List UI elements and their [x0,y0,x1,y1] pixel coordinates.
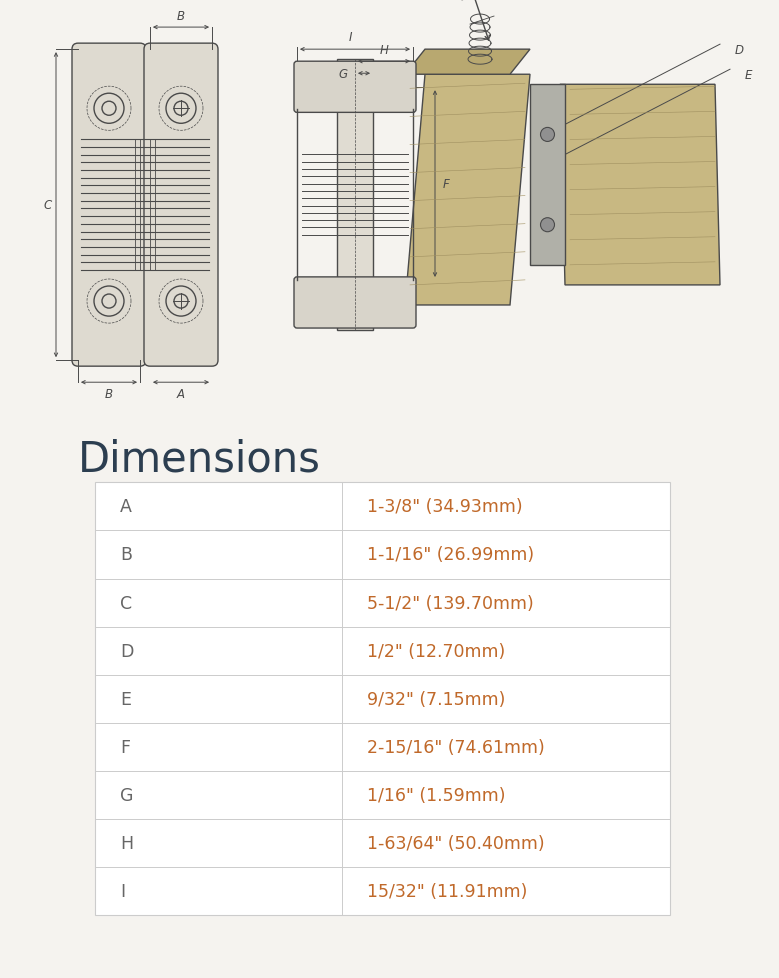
Text: 1/2" (12.70mm): 1/2" (12.70mm) [367,642,506,660]
Text: 9/32" (7.15mm): 9/32" (7.15mm) [367,689,506,708]
Text: G: G [120,786,133,804]
Text: 1-3/8" (34.93mm): 1-3/8" (34.93mm) [367,498,523,515]
Circle shape [94,94,124,124]
Text: C: C [120,594,132,612]
Text: I: I [348,31,352,44]
Text: 1-63/64" (50.40mm): 1-63/64" (50.40mm) [367,834,545,852]
Bar [95,483,670,915]
Circle shape [174,102,188,116]
Text: B: B [177,10,185,23]
Text: C: C [44,199,52,212]
Text: F: F [120,738,130,756]
Text: Dimensions: Dimensions [78,438,321,480]
Text: H: H [379,44,389,57]
Text: I: I [120,882,125,900]
Text: 15/32" (11.91mm): 15/32" (11.91mm) [367,882,527,900]
Circle shape [166,287,196,317]
Text: A: A [120,498,132,515]
Polygon shape [405,50,530,75]
Circle shape [174,294,188,309]
Circle shape [102,294,116,309]
Text: E: E [745,68,753,81]
Text: D: D [120,642,133,660]
Circle shape [541,218,555,233]
Text: F: F [443,178,449,191]
Text: B: B [120,546,132,564]
Circle shape [166,94,196,124]
FancyBboxPatch shape [144,44,218,367]
Circle shape [102,102,116,116]
Text: 2-15/16" (74.61mm): 2-15/16" (74.61mm) [367,738,545,756]
Text: G: G [338,67,347,80]
Text: A: A [177,388,185,401]
FancyBboxPatch shape [294,278,416,329]
Bar [337,60,373,331]
Polygon shape [530,85,565,266]
Text: B: B [105,388,113,401]
Text: D: D [735,44,744,57]
Circle shape [94,287,124,317]
Circle shape [541,128,555,143]
Text: E: E [120,689,131,708]
Polygon shape [405,75,530,306]
Polygon shape [560,85,720,286]
FancyBboxPatch shape [294,63,416,113]
FancyBboxPatch shape [72,44,146,367]
Text: 1-1/16" (26.99mm): 1-1/16" (26.99mm) [367,546,534,564]
Text: 5-1/2" (139.70mm): 5-1/2" (139.70mm) [367,594,534,612]
Text: 1/16" (1.59mm): 1/16" (1.59mm) [367,786,506,804]
Text: H: H [120,834,133,852]
